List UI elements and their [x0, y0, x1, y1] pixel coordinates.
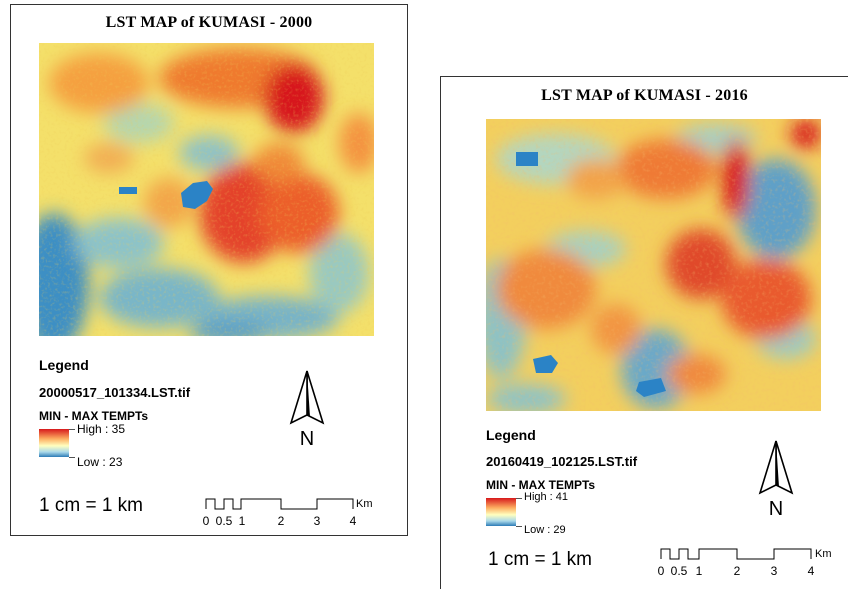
ramp-low-label: Low : 23	[77, 455, 123, 469]
scale-text: 1 cm = 1 km	[488, 549, 592, 570]
scale-tick-label: 4	[350, 514, 357, 528]
scale-tick-label: 4	[808, 564, 815, 578]
legend-range-title: MIN - MAX TEMPTs	[486, 478, 596, 492]
lst-raster-map	[486, 119, 821, 411]
scale-tick-label: 1	[239, 514, 246, 528]
map-title: LST MAP of KUMASI - 2016	[541, 87, 748, 104]
legend-file-name: 20160419_102125.LST.tif	[486, 454, 638, 469]
water-body	[119, 187, 137, 194]
ramp-tick	[69, 429, 75, 430]
water-body	[516, 152, 538, 166]
scale-tick-label: 3	[314, 514, 321, 528]
ramp-tick	[516, 526, 522, 527]
legend-heading: Legend	[39, 357, 89, 373]
lst-raster-map	[39, 43, 374, 336]
ramp-high-label: High : 41	[524, 491, 569, 503]
map-layout-2000: LST MAP of KUMASI - 2000	[10, 4, 408, 536]
north-arrow-icon: N	[758, 440, 794, 519]
scale-unit: Km	[356, 498, 373, 510]
scale-tick-label: 1	[696, 564, 703, 578]
scale-tick-label: 0	[203, 514, 210, 528]
legend-range-title: MIN - MAX TEMPTs	[39, 409, 149, 423]
north-label: N	[300, 428, 314, 449]
scale-tick-label: 0.5	[216, 514, 233, 528]
legend-heading: Legend	[486, 427, 536, 443]
scale-text: 1 cm = 1 km	[39, 495, 143, 516]
ramp-tick	[69, 457, 75, 458]
map-title: LST MAP of KUMASI - 2000	[105, 14, 313, 31]
scale-tick-label: 0.5	[671, 564, 688, 578]
ramp-low-label: Low : 29	[524, 524, 566, 536]
water-body	[533, 355, 558, 373]
water-body	[181, 181, 213, 209]
scale-unit: Km	[815, 548, 832, 560]
scale-bar: 0 0.5 1 2 3 4 Km	[203, 498, 373, 528]
north-arrow-icon: N	[289, 370, 325, 449]
north-label: N	[769, 498, 783, 519]
scale-tick-label: 2	[734, 564, 741, 578]
scale-tick-label: 3	[771, 564, 778, 578]
scale-tick-label: 0	[658, 564, 665, 578]
scale-tick-label: 2	[278, 514, 285, 528]
color-ramp	[39, 429, 69, 457]
ramp-high-label: High : 35	[77, 422, 126, 436]
water-body	[636, 378, 666, 397]
legend-file-name: 20000517_101334.LST.tif	[39, 385, 191, 400]
scale-bar: 0 0.5 1 2 3 4 Km	[658, 548, 832, 578]
ramp-tick	[516, 498, 522, 499]
map-layout-2016: LST MAP of KUMASI - 2016	[440, 76, 848, 589]
color-ramp	[486, 498, 516, 526]
